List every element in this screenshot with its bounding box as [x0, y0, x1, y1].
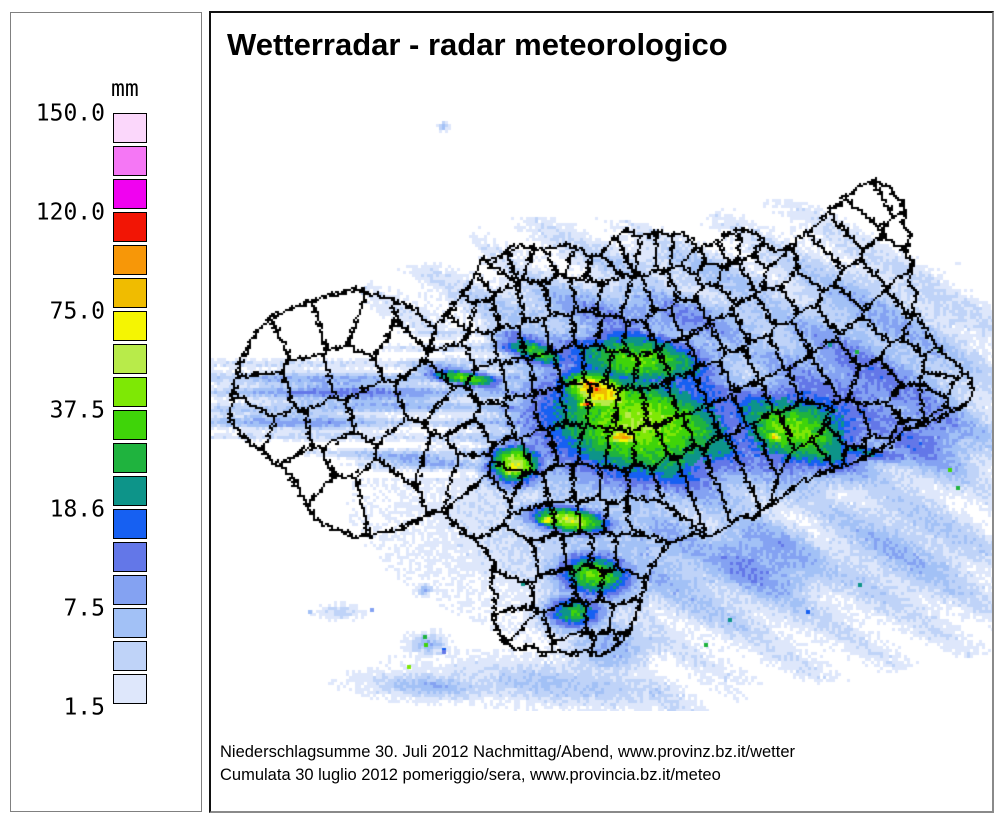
- page-title: Wetterradar - radar meteorologico: [227, 27, 728, 62]
- legend-color-scale: [113, 113, 147, 707]
- caption-line-de: Niederschlagsumme 30. Juli 2012 Nachmitt…: [220, 743, 796, 761]
- legend-swatch: [113, 377, 147, 407]
- legend-swatch: [113, 245, 147, 275]
- radar-map-canvas: [211, 85, 992, 711]
- map-captions: Niederschlagsumme 30. Juli 2012 Nachmitt…: [220, 741, 795, 787]
- legend-tick-label: 7.5: [63, 595, 105, 622]
- legend-swatch: [113, 443, 147, 473]
- legend-swatch: [113, 641, 147, 671]
- legend-swatch: [113, 476, 147, 506]
- caption-line-it: Cumulata 30 luglio 2012 pomeriggio/sera,…: [220, 766, 721, 784]
- legend-tick-label: 18.6: [49, 496, 105, 523]
- legend-swatch: [113, 674, 147, 704]
- legend-swatch: [113, 113, 147, 143]
- legend-swatch: [113, 212, 147, 242]
- map-panel: Wetterradar - radar meteorologico Nieder…: [209, 11, 994, 813]
- legend-swatch: [113, 608, 147, 638]
- legend-tick-label: 75.0: [49, 298, 105, 325]
- legend-swatch: [113, 146, 147, 176]
- legend-swatch: [113, 410, 147, 440]
- legend-tick-label: 150.0: [35, 100, 105, 127]
- legend-unit-label: mm: [111, 76, 139, 102]
- legend-swatch: [113, 344, 147, 374]
- legend-tick-label: 37.5: [49, 397, 105, 424]
- legend-tick-label: 120.0: [35, 199, 105, 226]
- legend-swatch: [113, 575, 147, 605]
- legend-swatch: [113, 509, 147, 539]
- legend-swatch: [113, 542, 147, 572]
- legend-swatch: [113, 311, 147, 341]
- legend-swatch: [113, 179, 147, 209]
- legend-swatch: [113, 278, 147, 308]
- legend-tick-label: 1.5: [63, 694, 105, 721]
- legend-panel: mm 150.0 120.0 75.0 37.5 18.6 7.5 1.5: [10, 12, 202, 812]
